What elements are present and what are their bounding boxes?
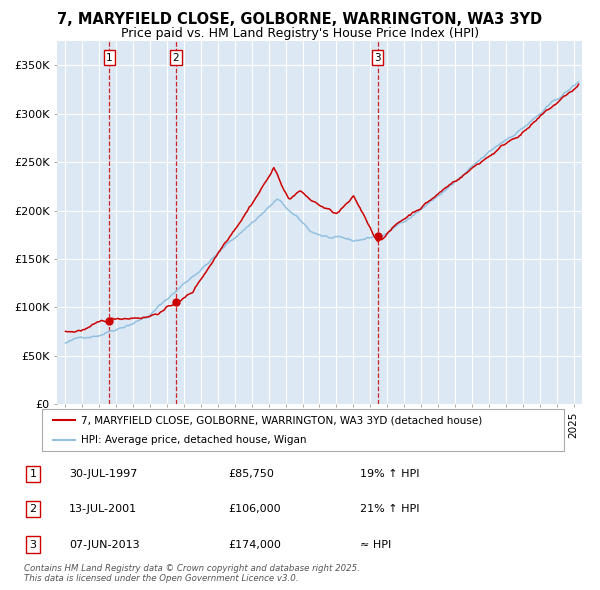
Text: 30-JUL-1997: 30-JUL-1997 <box>69 469 137 478</box>
Text: 2: 2 <box>29 504 37 514</box>
Text: Price paid vs. HM Land Registry's House Price Index (HPI): Price paid vs. HM Land Registry's House … <box>121 27 479 40</box>
Text: 2: 2 <box>173 53 179 63</box>
Text: 7, MARYFIELD CLOSE, GOLBORNE, WARRINGTON, WA3 3YD (detached house): 7, MARYFIELD CLOSE, GOLBORNE, WARRINGTON… <box>81 415 482 425</box>
Text: 7, MARYFIELD CLOSE, GOLBORNE, WARRINGTON, WA3 3YD: 7, MARYFIELD CLOSE, GOLBORNE, WARRINGTON… <box>58 12 542 27</box>
Text: 19% ↑ HPI: 19% ↑ HPI <box>360 469 419 478</box>
Text: HPI: Average price, detached house, Wigan: HPI: Average price, detached house, Wiga… <box>81 435 307 445</box>
Text: 1: 1 <box>29 469 37 478</box>
Text: Contains HM Land Registry data © Crown copyright and database right 2025.
This d: Contains HM Land Registry data © Crown c… <box>24 563 360 583</box>
FancyBboxPatch shape <box>42 409 564 451</box>
Text: 3: 3 <box>374 53 381 63</box>
Text: £106,000: £106,000 <box>228 504 281 514</box>
Text: £174,000: £174,000 <box>228 540 281 549</box>
Text: 21% ↑ HPI: 21% ↑ HPI <box>360 504 419 514</box>
Text: 07-JUN-2013: 07-JUN-2013 <box>69 540 140 549</box>
Text: £85,750: £85,750 <box>228 469 274 478</box>
Text: 3: 3 <box>29 540 37 549</box>
Text: 1: 1 <box>106 53 112 63</box>
Text: 13-JUL-2001: 13-JUL-2001 <box>69 504 137 514</box>
Text: ≈ HPI: ≈ HPI <box>360 540 391 549</box>
